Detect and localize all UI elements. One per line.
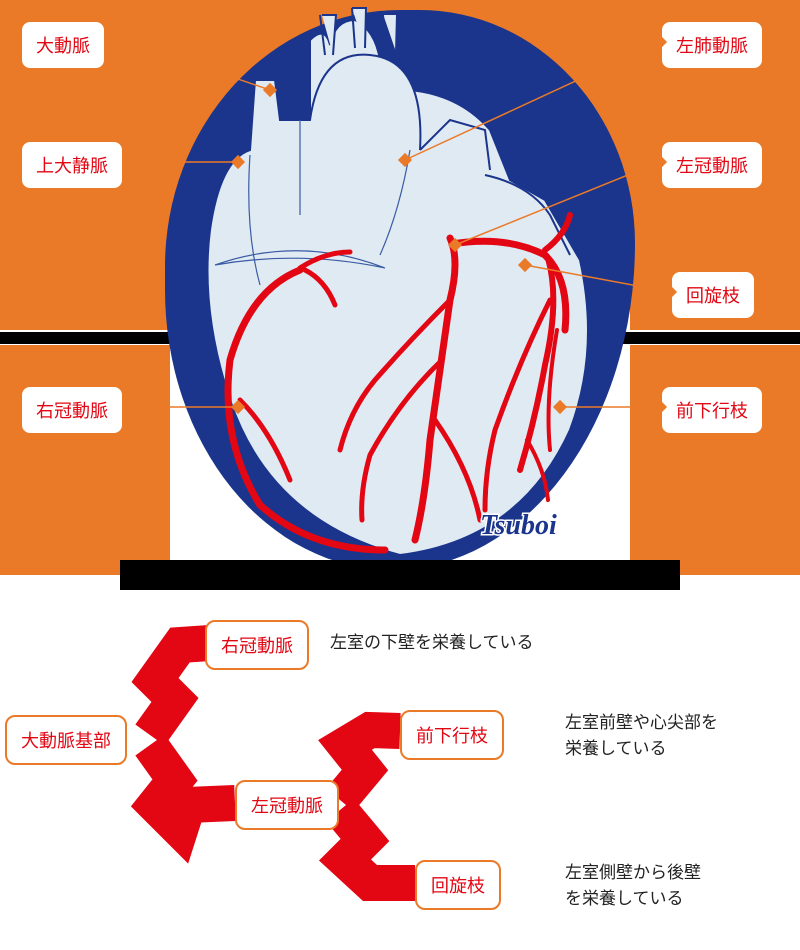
- flow-edge: [340, 730, 400, 800]
- heart-diagram-panel: Tsuboi 大動脈上大静脈右冠動脈左肺動脈左冠動脈回旋枝前下行枝: [0, 0, 800, 590]
- flow-edge: [150, 643, 210, 735]
- flow-edge: [150, 745, 235, 830]
- flowchart-panel: 大動脈基部 右冠動脈左冠動脈 前下行枝回旋枝 左室の下壁を栄養している左室前壁や心尖…: [0, 605, 800, 945]
- flow-desc-rca2: 左室の下壁を栄養している: [330, 630, 534, 656]
- flow-node-rca2: 右冠動脈: [205, 620, 309, 670]
- flow-desc-lad2: 左室前壁や心尖部を栄養している: [565, 710, 718, 761]
- label-connector: [0, 0, 800, 590]
- flow-desc-cx2: 左室側壁から後壁を栄養している: [565, 860, 701, 911]
- flow-edge: [340, 810, 415, 883]
- flow-node-lad2: 前下行枝: [400, 710, 504, 760]
- flow-node-aorta-root: 大動脈基部: [5, 715, 127, 765]
- flow-node-cx2: 回旋枝: [415, 860, 501, 910]
- flow-node-lca2: 左冠動脈: [235, 780, 339, 830]
